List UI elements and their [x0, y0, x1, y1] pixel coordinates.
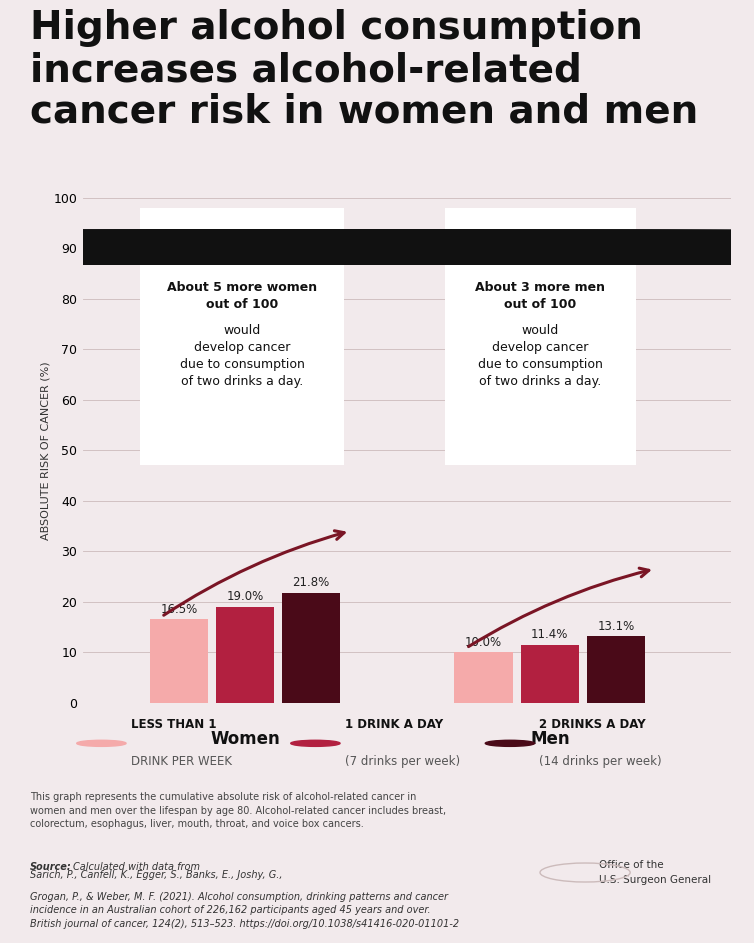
FancyBboxPatch shape [78, 237, 754, 253]
Text: About 5 more women
out of 100: About 5 more women out of 100 [167, 281, 317, 311]
Text: 13.1%: 13.1% [597, 620, 635, 633]
Text: 16.5%: 16.5% [161, 603, 198, 616]
Text: (7 drinks per week): (7 drinks per week) [345, 755, 460, 769]
FancyBboxPatch shape [0, 240, 754, 248]
FancyBboxPatch shape [114, 237, 754, 253]
Text: 21.8%: 21.8% [293, 576, 329, 589]
Circle shape [0, 230, 728, 238]
FancyBboxPatch shape [0, 252, 116, 265]
Text: Office of the
U.S. Surgeon General: Office of the U.S. Surgeon General [599, 860, 711, 885]
FancyBboxPatch shape [114, 252, 477, 265]
FancyBboxPatch shape [323, 252, 650, 265]
Circle shape [0, 230, 754, 238]
Text: would
develop cancer
due to consumption
of two drinks a day.: would develop cancer due to consumption … [478, 324, 603, 389]
Text: Sarich, P., Canfell, K., Egger, S., Banks, E., Joshy, G.,: Sarich, P., Canfell, K., Egger, S., Bank… [30, 869, 283, 880]
FancyBboxPatch shape [0, 240, 754, 248]
Text: would
develop cancer
due to consumption
of two drinks a day.: would develop cancer due to consumption … [179, 324, 305, 389]
Circle shape [77, 740, 126, 746]
Text: 2 DRINKS A DAY: 2 DRINKS A DAY [539, 719, 645, 732]
FancyBboxPatch shape [354, 252, 682, 265]
FancyBboxPatch shape [78, 252, 442, 265]
Bar [150, 620, 208, 703]
Bar [216, 606, 274, 703]
FancyBboxPatch shape [623, 252, 754, 265]
FancyBboxPatch shape [0, 240, 754, 248]
Text: 10.0%: 10.0% [465, 636, 502, 649]
FancyBboxPatch shape [0, 252, 178, 265]
Circle shape [486, 740, 535, 746]
Text: 11.4%: 11.4% [531, 628, 569, 641]
Circle shape [291, 740, 340, 746]
FancyBboxPatch shape [0, 240, 754, 248]
Y-axis label: ABSOLUTE RISK OF CANCER (%): ABSOLUTE RISK OF CANCER (%) [40, 361, 51, 539]
Text: This graph represents the cumulative absolute risk of alcohol-related cancer in
: This graph represents the cumulative abs… [30, 792, 446, 829]
Circle shape [60, 230, 754, 238]
Text: Higher alcohol consumption
increases alcohol-related
cancer risk in women and me: Higher alcohol consumption increases alc… [30, 9, 698, 131]
FancyBboxPatch shape [0, 252, 210, 265]
FancyBboxPatch shape [0, 239, 79, 247]
FancyBboxPatch shape [0, 240, 754, 248]
Text: +: + [152, 236, 170, 256]
FancyBboxPatch shape [0, 237, 713, 253]
Circle shape [0, 230, 754, 238]
Text: Calculated with data from: Calculated with data from [73, 862, 200, 872]
FancyBboxPatch shape [262, 252, 588, 265]
Text: DRINK PER WEEK: DRINK PER WEEK [130, 755, 231, 769]
Text: Men: Men [530, 730, 569, 749]
FancyBboxPatch shape [140, 208, 345, 466]
FancyBboxPatch shape [659, 252, 754, 265]
Bar [520, 645, 579, 703]
FancyBboxPatch shape [43, 237, 754, 253]
Text: (14 drinks per week): (14 drinks per week) [539, 755, 662, 769]
Text: LESS THAN 1: LESS THAN 1 [130, 719, 216, 732]
FancyBboxPatch shape [0, 237, 619, 253]
FancyBboxPatch shape [0, 237, 682, 253]
FancyBboxPatch shape [386, 252, 713, 265]
Text: About 3 more men
out of 100: About 3 more men out of 100 [476, 281, 605, 311]
FancyBboxPatch shape [0, 239, 115, 247]
FancyBboxPatch shape [0, 237, 588, 253]
FancyBboxPatch shape [0, 252, 241, 265]
FancyBboxPatch shape [587, 252, 754, 265]
Bar [282, 592, 340, 703]
Text: 1 DRINK A DAY: 1 DRINK A DAY [345, 719, 443, 732]
Text: Grogan, P., & Weber, M. F. (2021). Alcohol consumption, drinking patterns and ca: Grogan, P., & Weber, M. F. (2021). Alcoh… [30, 891, 459, 929]
Circle shape [24, 230, 754, 238]
FancyBboxPatch shape [0, 237, 650, 253]
FancyBboxPatch shape [445, 208, 636, 466]
Text: +: + [456, 236, 475, 256]
FancyBboxPatch shape [0, 252, 147, 265]
Circle shape [0, 230, 754, 238]
Text: 19.0%: 19.0% [226, 590, 264, 604]
Circle shape [0, 230, 697, 238]
FancyBboxPatch shape [293, 252, 619, 265]
FancyBboxPatch shape [43, 252, 406, 265]
Text: Women: Women [210, 730, 280, 749]
Circle shape [0, 230, 754, 238]
Bar [587, 637, 645, 703]
Text: Source:: Source: [30, 862, 72, 872]
FancyBboxPatch shape [0, 239, 150, 247]
Bar [455, 653, 513, 703]
